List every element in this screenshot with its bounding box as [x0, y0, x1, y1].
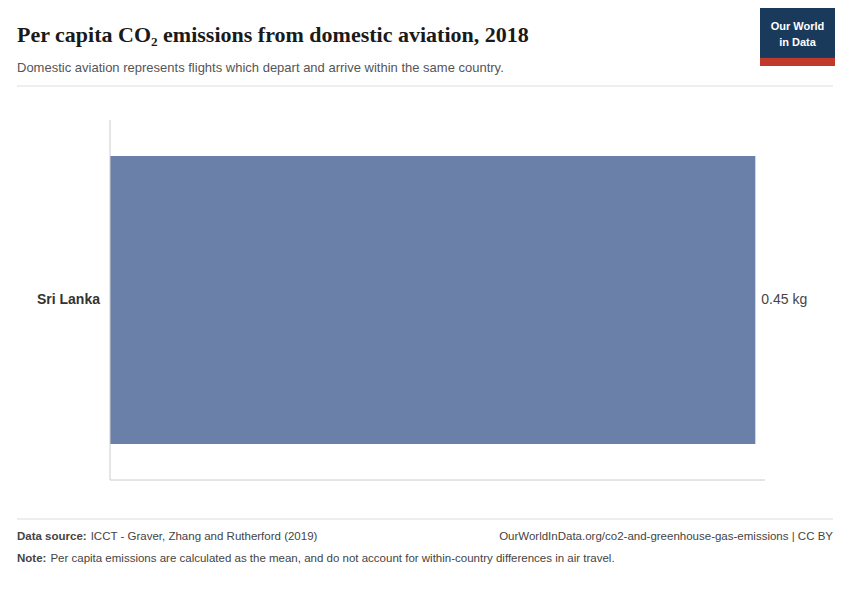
bars — [110, 156, 755, 444]
title: Per capita CO₂ emissions from domestic a… — [17, 22, 529, 47]
background — [0, 0, 850, 600]
logo-text: Our World — [771, 20, 825, 32]
rule — [17, 86, 833, 87]
y-axis — [110, 120, 111, 480]
category-label: Sri Lanka — [37, 291, 100, 307]
logo: Our World in Data — [760, 8, 835, 66]
chart: Per capita CO₂ emissions from domestic a… — [0, 0, 850, 600]
rule — [17, 519, 833, 520]
source: Data source: ICCT - Graver, Zhang and Rut… — [17, 530, 318, 542]
labels: Sri Lanka 0.45 kg — [37, 291, 807, 307]
note-text: Per capita emissions are calculated as t… — [50, 552, 614, 564]
data-label: 0.45 kg — [761, 291, 807, 307]
logo-stripe — [760, 58, 835, 66]
subtitle: Domestic aviation represents flights whi… — [17, 60, 504, 75]
logo-box — [760, 8, 835, 66]
source-text: ICCT - Graver, Zhang and Rutherford (201… — [91, 530, 318, 542]
bar — [110, 156, 755, 444]
logo-text: in Data — [779, 36, 817, 48]
url: OurWorldInData.org/co2-and-greenhouse-ga… — [499, 530, 833, 542]
x-axis — [110, 480, 765, 481]
note: Note: Per capita emissions are calculated… — [17, 552, 615, 564]
note-label: Note: — [17, 552, 46, 564]
source-label: Data source: — [17, 530, 87, 542]
